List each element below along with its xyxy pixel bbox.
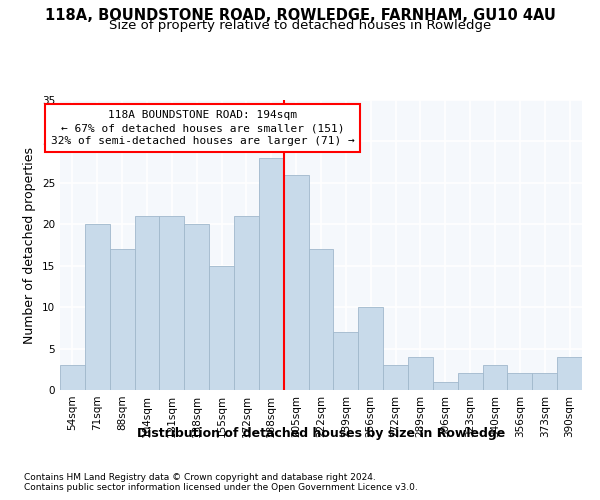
Text: 118A BOUNDSTONE ROAD: 194sqm
← 67% of detached houses are smaller (151)
32% of s: 118A BOUNDSTONE ROAD: 194sqm ← 67% of de… (51, 110, 355, 146)
Bar (234, 216, 259, 390)
Text: Contains public sector information licensed under the Open Government Licence v3: Contains public sector information licen… (24, 484, 418, 492)
Bar (334, 332, 358, 390)
Bar (557, 357, 582, 390)
Bar (433, 382, 458, 390)
Bar (458, 374, 482, 390)
Bar (60, 365, 85, 390)
Text: 118A, BOUNDSTONE ROAD, ROWLEDGE, FARNHAM, GU10 4AU: 118A, BOUNDSTONE ROAD, ROWLEDGE, FARNHAM… (44, 8, 556, 22)
Bar (408, 357, 433, 390)
Bar (110, 249, 134, 390)
Text: Distribution of detached houses by size in Rowledge: Distribution of detached houses by size … (137, 428, 505, 440)
Bar (134, 216, 160, 390)
Bar (358, 307, 383, 390)
Bar (308, 249, 334, 390)
Bar (383, 365, 408, 390)
Bar (508, 374, 532, 390)
Text: Contains HM Land Registry data © Crown copyright and database right 2024.: Contains HM Land Registry data © Crown c… (24, 472, 376, 482)
Bar (85, 224, 110, 390)
Bar (184, 224, 209, 390)
Text: Size of property relative to detached houses in Rowledge: Size of property relative to detached ho… (109, 19, 491, 32)
Bar (482, 365, 508, 390)
Bar (209, 266, 234, 390)
Bar (160, 216, 184, 390)
Bar (259, 158, 284, 390)
Bar (284, 174, 308, 390)
Y-axis label: Number of detached properties: Number of detached properties (23, 146, 37, 344)
Bar (532, 374, 557, 390)
